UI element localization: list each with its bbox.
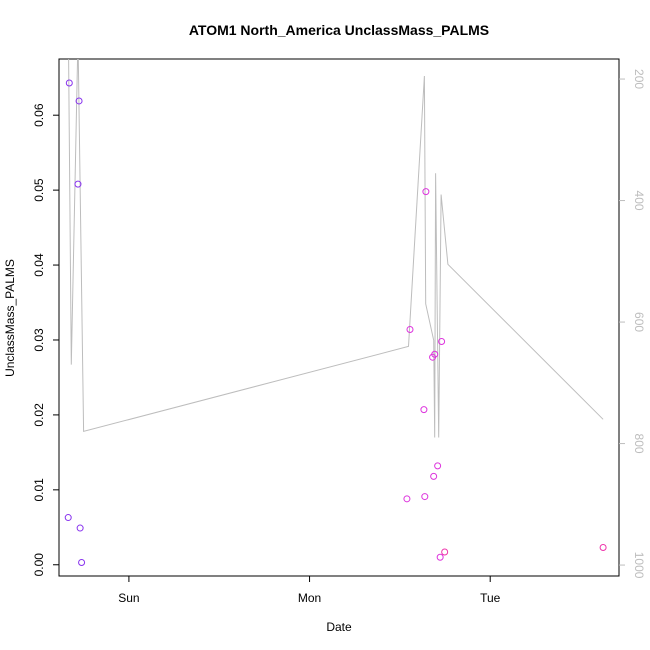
y-tick-label: 0.06 — [32, 103, 46, 127]
data-point — [422, 188, 430, 196]
y2-tick-label: 800 — [632, 434, 646, 454]
y2-tick-label: 200 — [632, 69, 646, 89]
x-axis: Sun Mon Tue — [118, 576, 501, 605]
data-point — [403, 495, 411, 503]
y2-axis: 200 400 600 800 1000 — [619, 69, 646, 579]
y2-tick-label: 1000 — [632, 552, 646, 579]
data-point — [406, 325, 414, 333]
data-point — [75, 97, 83, 105]
y-tick-label: 0.04 — [32, 253, 46, 277]
y-tick-label: 0.03 — [32, 328, 46, 352]
data-point — [64, 514, 72, 522]
x-tick-label: Sun — [118, 591, 139, 605]
data-point — [430, 472, 438, 480]
data-point — [436, 553, 444, 561]
x-tick-label: Tue — [480, 591, 501, 605]
points-layer — [64, 79, 607, 567]
y-tick-label: 0.01 — [32, 478, 46, 502]
data-point — [420, 406, 428, 414]
data-point — [421, 493, 429, 501]
altitude-line-layer — [68, 59, 604, 438]
data-point — [74, 180, 82, 188]
x-axis-label: Date — [326, 620, 352, 634]
chart-title: ATOM1 North_America UnclassMass_PALMS — [189, 22, 489, 38]
data-point — [78, 559, 86, 567]
y-tick-label: 0.02 — [32, 403, 46, 427]
y-tick-label: 0.00 — [32, 553, 46, 577]
data-point — [76, 524, 84, 532]
altitude-line — [68, 59, 604, 438]
y-axis: 0.00 0.01 0.02 0.03 0.04 0.05 0.06 — [32, 103, 59, 576]
data-point — [65, 79, 73, 87]
y2-tick-label: 400 — [632, 191, 646, 211]
data-point — [599, 544, 607, 552]
data-point — [438, 337, 446, 345]
x-tick-label: Mon — [298, 591, 321, 605]
y-tick-label: 0.05 — [32, 178, 46, 202]
data-point — [434, 462, 442, 470]
y2-tick-label: 600 — [632, 312, 646, 332]
data-point — [431, 350, 439, 358]
y-axis-label: UnclassMass_PALMS — [3, 259, 17, 377]
plot-frame — [58, 58, 620, 577]
data-point — [441, 548, 449, 556]
